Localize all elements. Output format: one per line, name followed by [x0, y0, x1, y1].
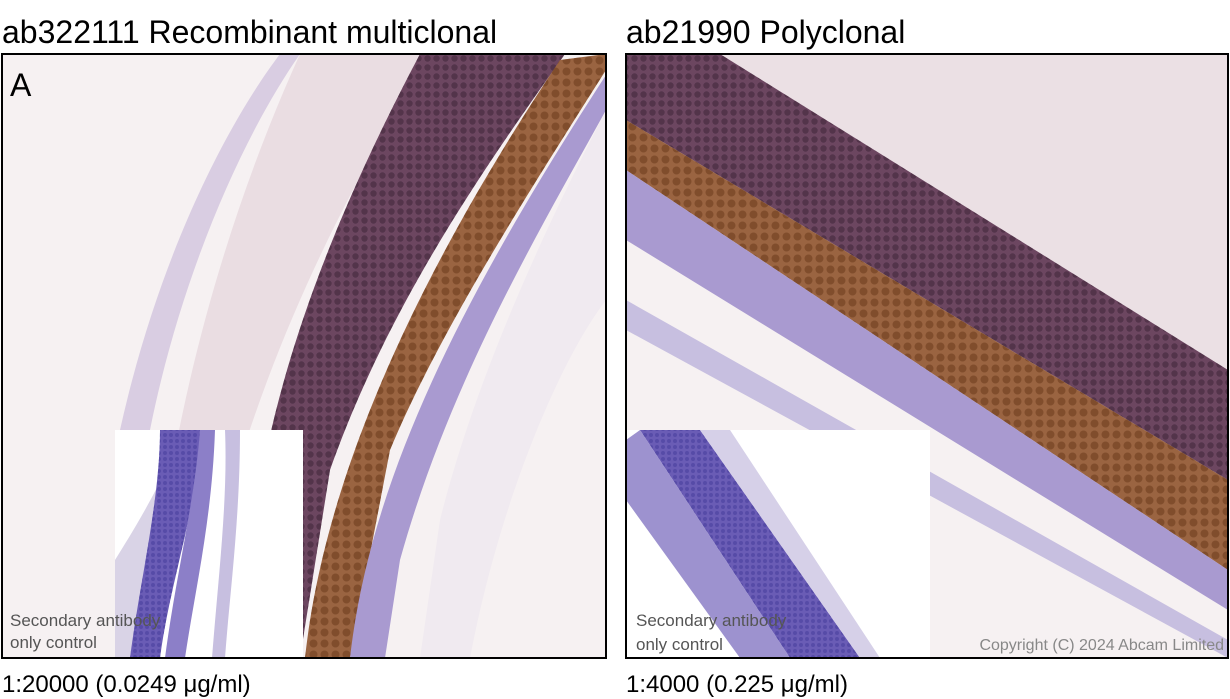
- micrograph: Secondary antibody only control Copyrigh…: [626, 54, 1228, 658]
- inset-caption: Secondary antibody: [10, 611, 161, 630]
- dilution: 1:4000 (0.225 μg/ml): [626, 671, 848, 698]
- panel-label: A: [10, 67, 32, 103]
- panel-frame: [625, 53, 1229, 659]
- inset-caption: only control: [10, 633, 97, 652]
- micrograph: A Secondary antibody only control: [2, 54, 606, 658]
- inset-caption: only control: [636, 635, 723, 654]
- panel-title: ab322111 Recombinant multiclonal: [2, 14, 497, 50]
- panel-title: ab21990 Polyclonal: [626, 14, 905, 50]
- inset-caption: Secondary antibody: [636, 611, 787, 630]
- copyright: Copyright (C) 2024 Abcam Limited: [979, 637, 1224, 654]
- dilution: 1:20000 (0.0249 μg/ml): [2, 671, 251, 698]
- panel-frame: [1, 53, 607, 659]
